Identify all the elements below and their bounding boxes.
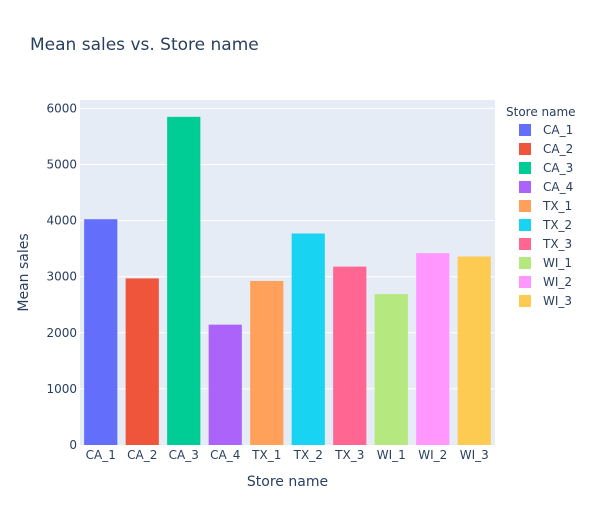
y-tick-label: 4000	[46, 214, 77, 228]
x-tick-label: WI_3	[460, 448, 489, 462]
bars	[84, 116, 491, 445]
y-tick-label: 0	[69, 438, 77, 452]
x-tick-label: WI_1	[377, 448, 406, 462]
y-tick-label: 3000	[46, 270, 77, 284]
legend-label: WI_3	[543, 294, 572, 308]
bar-ca-4[interactable]	[208, 324, 242, 445]
legend-label: TX_2	[542, 218, 572, 232]
legend-item-ca-2[interactable]: CA_2	[519, 142, 573, 156]
x-tick-label: TX_3	[334, 448, 364, 462]
bar-wi-1[interactable]	[374, 294, 408, 445]
legend-item-tx-2[interactable]: TX_2	[519, 218, 572, 232]
bar-ca-3[interactable]	[167, 116, 201, 445]
legend-swatch	[519, 238, 531, 250]
legend-swatch	[519, 124, 531, 136]
legend-item-ca-1[interactable]: CA_1	[519, 123, 573, 137]
legend-swatch	[519, 162, 531, 174]
legend-swatch	[519, 181, 531, 193]
legend-item-tx-1[interactable]: TX_1	[519, 199, 572, 213]
y-axis-title: Mean sales	[16, 233, 32, 311]
x-tick-label: TX_1	[251, 448, 281, 462]
legend[interactable]: CA_1 CA_2 CA_3 CA_4 TX_1 TX_2 TX_3 WI_1 WI_2 WI_3	[519, 123, 573, 308]
legend-item-wi-2[interactable]: WI_2	[519, 275, 572, 289]
legend-swatch	[519, 295, 531, 307]
legend-item-wi-1[interactable]: WI_1	[519, 256, 572, 270]
legend-item-wi-3[interactable]: WI_3	[519, 294, 572, 308]
x-tick-label: WI_2	[418, 448, 447, 462]
legend-swatch	[519, 219, 531, 231]
bar-ca-1[interactable]	[84, 219, 118, 445]
legend-label: WI_1	[543, 256, 572, 270]
legend-swatch	[519, 143, 531, 155]
y-tick-labels: 0 1000 2000 3000 4000 5000 6000	[46, 101, 77, 452]
x-tick-label: TX_2	[293, 448, 323, 462]
legend-label: CA_2	[543, 142, 573, 156]
x-axis-title: Store name	[247, 474, 328, 490]
legend-label: CA_1	[543, 123, 573, 137]
legend-label: WI_2	[543, 275, 572, 289]
bar-tx-3[interactable]	[333, 266, 367, 445]
legend-label: CA_3	[543, 161, 573, 175]
legend-item-ca-4[interactable]: CA_4	[519, 180, 573, 194]
y-tick-label: 1000	[46, 382, 77, 396]
x-tick-label: CA_2	[127, 448, 157, 462]
legend-label: TX_3	[542, 237, 572, 251]
legend-swatch	[519, 200, 531, 212]
bar-wi-2[interactable]	[416, 253, 450, 445]
y-tick-label: 2000	[46, 326, 77, 340]
legend-swatch	[519, 257, 531, 269]
legend-item-ca-3[interactable]: CA_3	[519, 161, 573, 175]
chart-title: Mean sales vs. Store name	[30, 35, 259, 55]
bar-tx-1[interactable]	[250, 280, 284, 445]
bar-tx-2[interactable]	[291, 233, 325, 445]
x-tick-label: CA_4	[210, 448, 240, 462]
y-tick-label: 5000	[46, 158, 77, 172]
x-tick-labels: CA_1 CA_2 CA_3 CA_4 TX_1 TX_2 TX_3 WI_1 WI_2 WI_3	[86, 448, 489, 462]
bar-ca-2[interactable]	[125, 278, 159, 445]
legend-title: Store name	[506, 105, 576, 119]
legend-item-tx-3[interactable]: TX_3	[519, 237, 572, 251]
legend-swatch	[519, 276, 531, 288]
x-tick-label: CA_3	[169, 448, 199, 462]
bar-wi-3[interactable]	[457, 256, 491, 445]
legend-label: TX_1	[542, 199, 572, 213]
x-tick-label: CA_1	[86, 448, 116, 462]
legend-label: CA_4	[543, 180, 573, 194]
y-tick-label: 6000	[46, 101, 77, 115]
